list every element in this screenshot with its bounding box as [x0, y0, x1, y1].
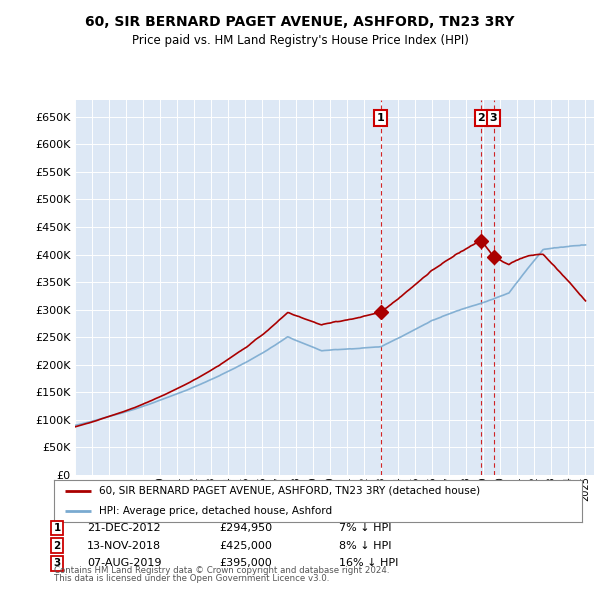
Text: Price paid vs. HM Land Registry's House Price Index (HPI): Price paid vs. HM Land Registry's House … [131, 34, 469, 47]
Text: Contains HM Land Registry data © Crown copyright and database right 2024.: Contains HM Land Registry data © Crown c… [54, 566, 389, 575]
Text: This data is licensed under the Open Government Licence v3.0.: This data is licensed under the Open Gov… [54, 574, 329, 583]
Text: 1: 1 [53, 523, 61, 533]
Text: HPI: Average price, detached house, Ashford: HPI: Average price, detached house, Ashf… [99, 506, 332, 516]
Text: 3: 3 [490, 113, 497, 123]
Text: 8% ↓ HPI: 8% ↓ HPI [339, 541, 391, 550]
Text: 07-AUG-2019: 07-AUG-2019 [87, 559, 161, 568]
Text: 60, SIR BERNARD PAGET AVENUE, ASHFORD, TN23 3RY (detached house): 60, SIR BERNARD PAGET AVENUE, ASHFORD, T… [99, 486, 480, 496]
Text: 2: 2 [478, 113, 485, 123]
Text: £294,950: £294,950 [219, 523, 272, 533]
Text: 60, SIR BERNARD PAGET AVENUE, ASHFORD, TN23 3RY: 60, SIR BERNARD PAGET AVENUE, ASHFORD, T… [85, 15, 515, 29]
Text: 13-NOV-2018: 13-NOV-2018 [87, 541, 161, 550]
Text: 2: 2 [53, 541, 61, 550]
Text: £395,000: £395,000 [219, 559, 272, 568]
Text: 1: 1 [377, 113, 385, 123]
Text: £425,000: £425,000 [219, 541, 272, 550]
Text: 3: 3 [53, 559, 61, 568]
Text: 7% ↓ HPI: 7% ↓ HPI [339, 523, 391, 533]
Text: 16% ↓ HPI: 16% ↓ HPI [339, 559, 398, 568]
Text: 21-DEC-2012: 21-DEC-2012 [87, 523, 161, 533]
